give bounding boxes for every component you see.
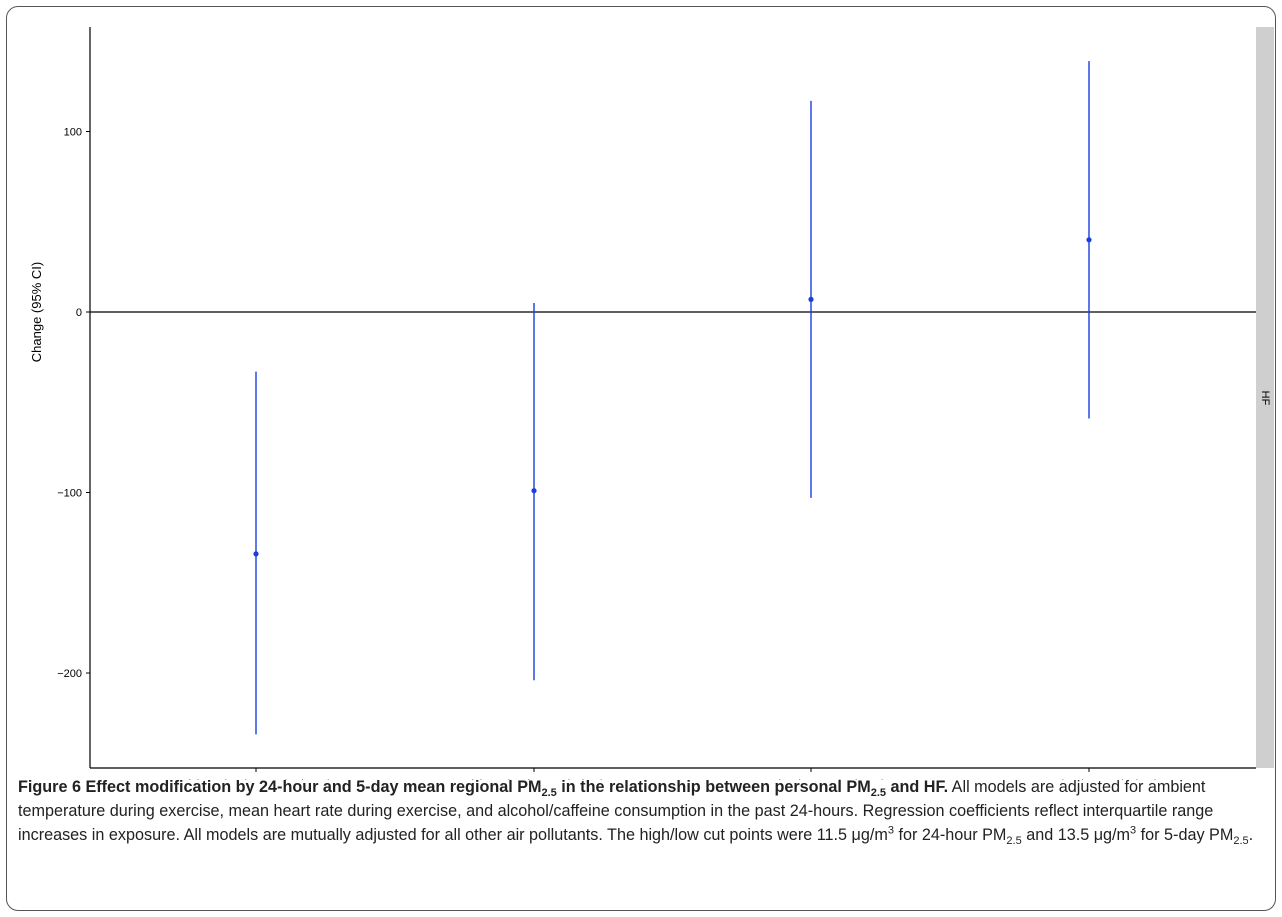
estimate-point — [808, 296, 814, 302]
y-axis-label-group: Change (95% CI) — [29, 262, 44, 362]
estimate-point — [531, 488, 537, 494]
caption-title-sub-1: 2.5 — [541, 787, 557, 800]
caption-title-3: and HF. — [886, 778, 949, 796]
caption-title-sub-2: 2.5 — [870, 787, 887, 800]
estimate-point — [253, 551, 259, 557]
caption-body-2: for 24-hour PM — [893, 826, 1007, 844]
axes: 100 0 −100 −200 High Regional PM2.5 (24 hour… — [57, 27, 1256, 780]
caption-title-1: Effect modification by 24-hour and 5-day… — [85, 778, 542, 796]
caption-body-4: for 5-day PM — [1136, 826, 1234, 844]
chart: Change (95% CI) HF 100 0 −100 −200 High Regi… — [29, 27, 1274, 780]
caption-sup-1: 3 — [887, 824, 894, 837]
y-tick-label: 100 — [64, 127, 82, 139]
figure-frame — [6, 6, 1276, 911]
y-axis-label: Change (95% CI) — [29, 262, 44, 362]
x-tick-label: Low Regional PM2.5 (5 days) — [1020, 778, 1158, 780]
caption-body-1: All models are adjusted for ambient temp… — [18, 778, 1214, 844]
y-tick-label: −200 — [57, 668, 82, 680]
figure-caption: Figure 6 Effect modification by 24-hour … — [18, 775, 1273, 847]
marks — [253, 61, 1092, 735]
caption-body-3: and 13.5 μg/m — [1021, 826, 1131, 844]
caption-body-5: . — [1248, 826, 1254, 844]
x-tick-label: High Regional PM2.5 (24 hours) — [181, 778, 331, 780]
x-tick-label: High Regional PM2.5 (5 days) — [464, 778, 604, 780]
figure-label: Figure 6 — [18, 778, 81, 796]
caption-sub-4: 2.5 — [1233, 835, 1249, 848]
x-tick-label: Low Regional PM2.5 (24 hours) — [737, 778, 885, 780]
y-tick-label: −100 — [57, 488, 82, 500]
facet-strip — [1256, 27, 1274, 768]
caption-sup-2: 3 — [1130, 824, 1137, 837]
facet-strip-label: HF — [1259, 391, 1271, 406]
caption-sub-3: 2.5 — [1006, 835, 1022, 848]
y-tick-label: 0 — [76, 307, 82, 319]
estimate-point — [1086, 237, 1092, 243]
caption-title-2: in the relationship between personal PM — [556, 778, 871, 796]
